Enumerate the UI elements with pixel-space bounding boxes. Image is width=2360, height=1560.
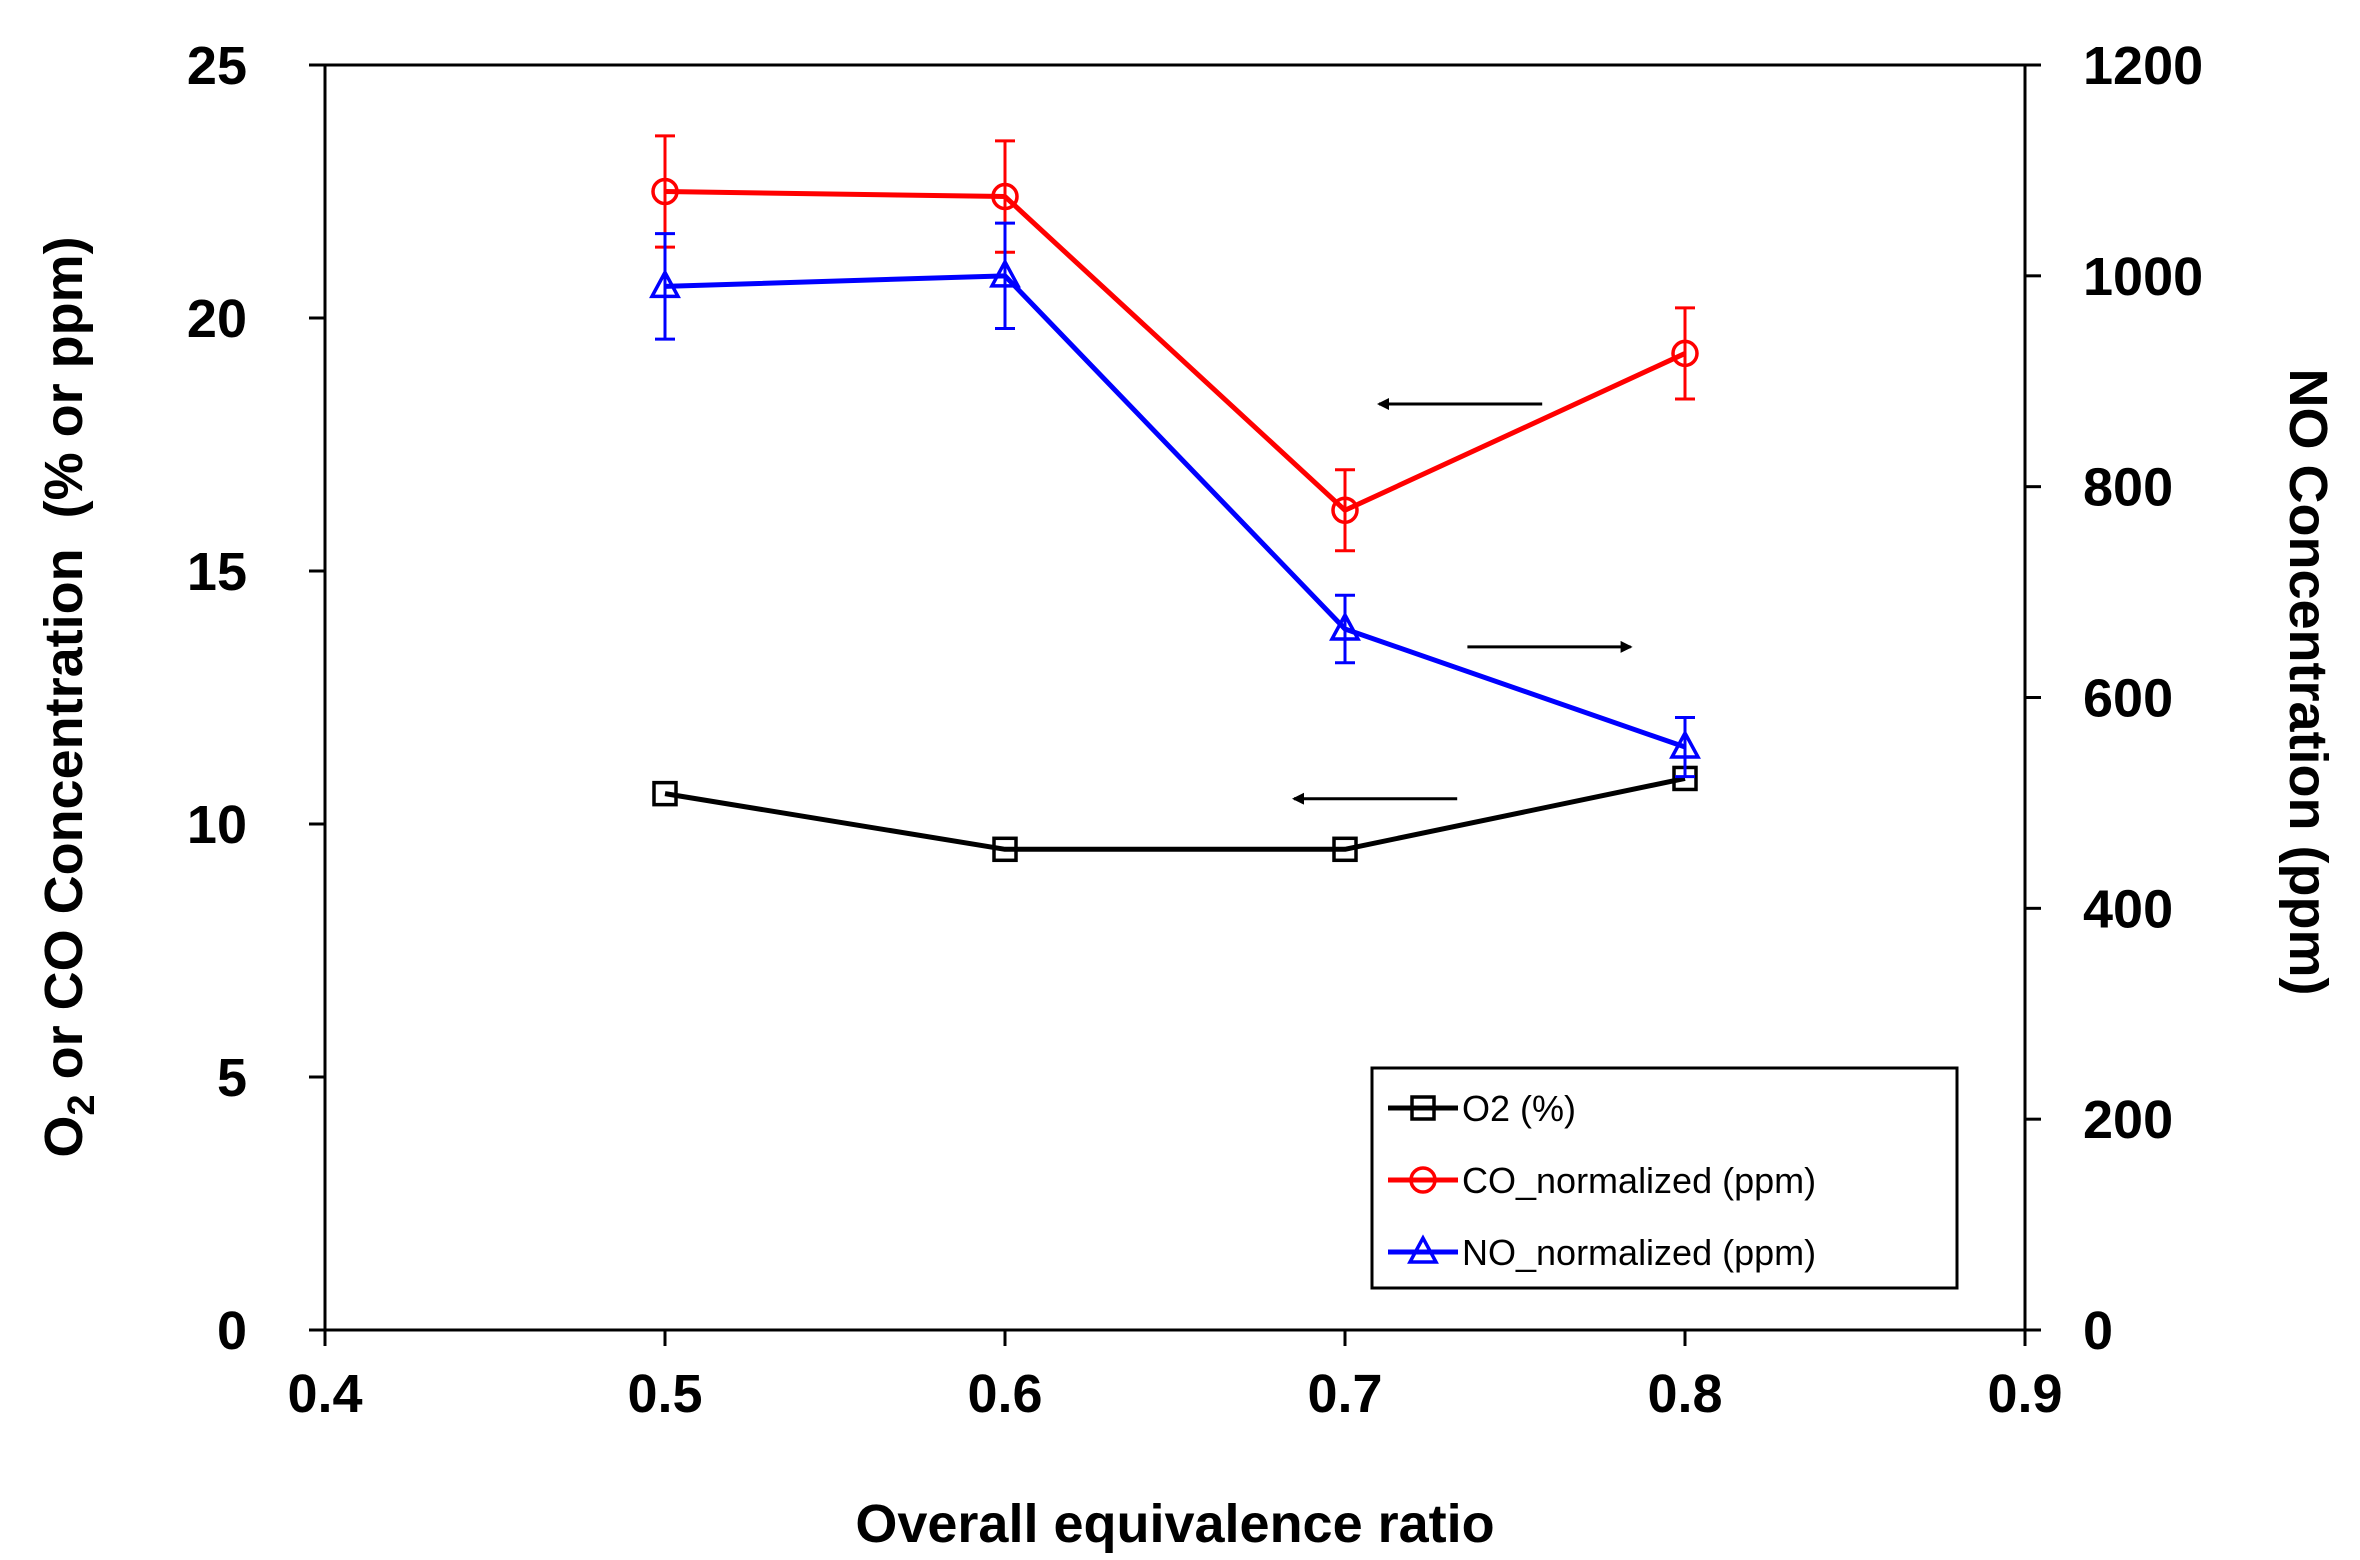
right-y-tick-label: 800 xyxy=(2083,458,2173,518)
x-axis-title: Overall equivalence ratio xyxy=(855,1494,1494,1554)
left-y-tick-label: 25 xyxy=(187,36,247,96)
left-y-tick-label: 10 xyxy=(187,795,247,855)
legend-label: O2 (%) xyxy=(1462,1088,1576,1129)
left-y-tick-label: 5 xyxy=(217,1048,247,1108)
data-point xyxy=(989,258,1021,288)
left-y-axis-title-prefix: O xyxy=(34,1116,94,1158)
left-y-tick-label: 0 xyxy=(217,1301,247,1361)
left-y-axis-ticks: 0 5 10 15 20 25 xyxy=(187,36,325,1361)
right-y-tick-label: 600 xyxy=(2083,669,2173,729)
series-2 xyxy=(649,221,1701,779)
legend: O2 (%) CO_normalized (ppm) NO_normalized (… xyxy=(1370,1066,1959,1290)
x-tick-label: 0.8 xyxy=(1647,1364,1722,1424)
right-y-tick-label: 0 xyxy=(2083,1301,2113,1361)
right-y-tick-label: 200 xyxy=(2083,1090,2173,1150)
data-point xyxy=(1669,729,1701,759)
right-y-tick-label: 1200 xyxy=(2083,36,2203,96)
series-1 xyxy=(651,134,1699,553)
right-y-axis-title: NO Concentration (ppm) xyxy=(2278,369,2338,996)
annotation-arrows xyxy=(1292,398,1633,805)
left-y-axis-title: O2 or CO Concentration (% or ppm) xyxy=(34,236,103,1157)
data-point xyxy=(1332,836,1358,863)
legend-box xyxy=(1370,1066,1959,1290)
x-tick-label: 0.4 xyxy=(287,1364,362,1424)
x-tick-label: 0.7 xyxy=(1307,1364,1382,1424)
left-y-tick-label: 20 xyxy=(187,289,247,349)
data-point xyxy=(1329,611,1361,641)
series-line xyxy=(664,273,1686,750)
data-point xyxy=(649,268,681,299)
data-point xyxy=(652,780,678,807)
data-point xyxy=(1331,496,1359,525)
series-layer xyxy=(649,134,1701,863)
legend-entries: O2 (%) CO_normalized (ppm) NO_normalized (… xyxy=(1388,1088,1816,1273)
legend-marker xyxy=(1407,1234,1439,1264)
x-tick-label: 0.9 xyxy=(1987,1364,2062,1424)
legend-entry: O2 (%) xyxy=(1388,1088,1576,1129)
right-y-axis-ticks: 0 200 400 600 800 1000 1200 xyxy=(2025,36,2203,1361)
series-0 xyxy=(652,765,1698,863)
left-y-axis-title-rest: or CO Concentration (% or ppm) xyxy=(34,236,94,1094)
legend-entry: CO_normalized (ppm) xyxy=(1388,1160,1816,1201)
series-line xyxy=(664,776,1686,852)
data-point xyxy=(992,836,1018,863)
data-point xyxy=(651,177,679,206)
legend-marker xyxy=(1410,1095,1436,1121)
x-axis-ticks: 0.4 0.5 0.6 0.7 0.8 0.9 xyxy=(287,1330,2063,1424)
legend-label: CO_normalized (ppm) xyxy=(1462,1160,1816,1201)
right-y-tick-label: 1000 xyxy=(2083,247,2203,307)
data-point xyxy=(1671,339,1699,368)
legend-label: NO_normalized (ppm) xyxy=(1462,1232,1816,1273)
right-y-tick-label: 400 xyxy=(2083,879,2173,939)
x-tick-label: 0.5 xyxy=(627,1364,702,1424)
x-tick-label: 0.6 xyxy=(967,1364,1042,1424)
legend-entry: NO_normalized (ppm) xyxy=(1388,1232,1816,1273)
data-point xyxy=(991,182,1019,211)
left-y-axis-title-subscript: 2 xyxy=(61,1094,103,1115)
series-line xyxy=(664,189,1687,513)
legend-marker xyxy=(1409,1166,1437,1194)
left-y-tick-label: 15 xyxy=(187,542,247,602)
